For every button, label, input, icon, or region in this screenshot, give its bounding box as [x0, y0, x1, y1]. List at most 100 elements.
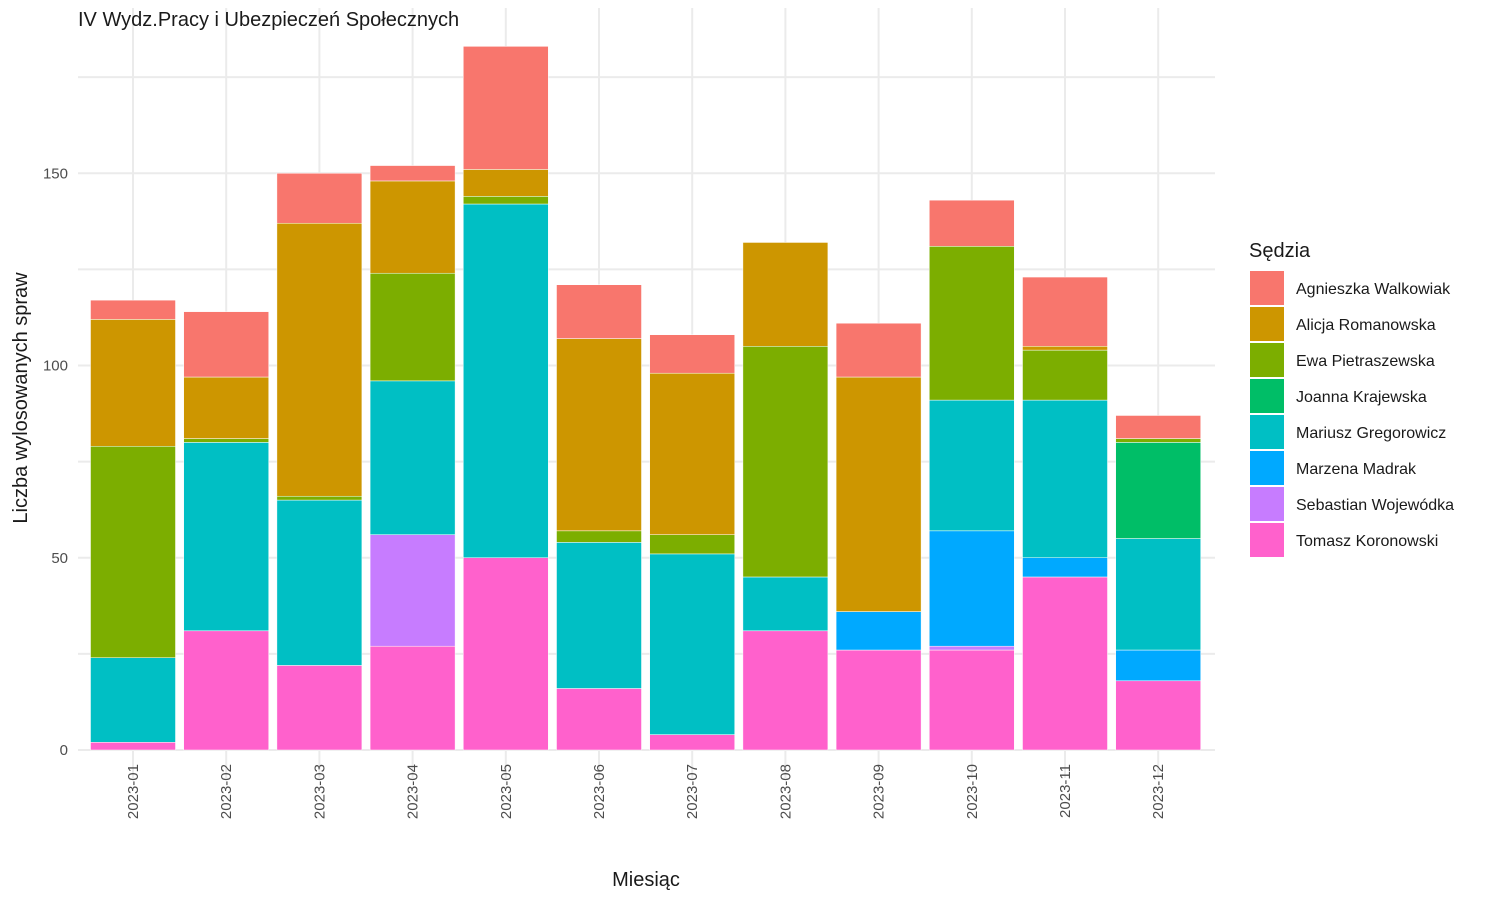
- legend-swatch: [1250, 271, 1284, 305]
- y-tick-label: 150: [43, 165, 68, 182]
- legend-label: Tomasz Koronowski: [1296, 533, 1438, 550]
- bar-segment: [276, 499, 363, 666]
- bar-segment: [276, 495, 363, 501]
- x-axis: 2023-01 2023-02 2023-03 2023-04 2023-05 2023-…: [125, 764, 1167, 819]
- x-tick-label: 2023-04: [405, 764, 422, 819]
- bar-segment: [929, 399, 1015, 532]
- bar-segment: [835, 322, 922, 378]
- legend-swatch: [1250, 451, 1284, 485]
- bar-segment: [183, 630, 269, 751]
- bar-segment: [1022, 346, 1108, 351]
- legend-swatch: [1250, 523, 1284, 557]
- bar-segment: [369, 272, 456, 382]
- legend-label: Alicja Romanowska: [1296, 317, 1436, 334]
- bar-segment: [463, 196, 549, 205]
- bar-segment: [183, 438, 269, 443]
- bar-segment: [649, 553, 735, 735]
- bar-segment: [369, 180, 456, 274]
- bar-segment: [463, 203, 549, 558]
- x-tick-label: 2023-05: [498, 764, 515, 819]
- bars: [90, 46, 1201, 751]
- x-axis-title: Miesiąc: [612, 869, 680, 891]
- bar-segment: [742, 576, 829, 632]
- bar-segment: [649, 334, 735, 374]
- y-tick-label: 50: [51, 550, 68, 567]
- bar-segment: [929, 199, 1015, 247]
- bar-segment: [369, 380, 456, 535]
- x-tick-label: 2023-03: [311, 764, 328, 819]
- bar-segment: [90, 319, 176, 447]
- bar-segment: [835, 649, 922, 751]
- bar-segment: [556, 542, 642, 689]
- bar-segment: [90, 657, 176, 743]
- bar-segment: [649, 734, 735, 751]
- x-tick-label: 2023-01: [125, 764, 142, 819]
- legend-swatch: [1250, 415, 1284, 449]
- legend-label: Agnieszka Walkowiak: [1296, 281, 1451, 298]
- bar-segment: [1115, 415, 1201, 439]
- bar-segment: [1022, 576, 1108, 751]
- bar-segment: [835, 611, 922, 651]
- y-tick-label: 100: [43, 358, 68, 375]
- bar-segment: [183, 311, 269, 378]
- y-axis-title: Liczba wylosowanych spraw: [10, 272, 32, 524]
- bar-segment: [1115, 442, 1201, 539]
- x-tick-label: 2023-07: [684, 764, 701, 819]
- bar-segment: [929, 645, 1015, 651]
- bar-segment: [556, 284, 642, 339]
- bar-segment: [90, 742, 176, 751]
- x-tick-label: 2023-11: [1057, 764, 1074, 818]
- bar-segment: [90, 299, 176, 320]
- bar-segment: [463, 46, 549, 170]
- bar-segment: [463, 169, 549, 197]
- bar-segment: [1115, 649, 1201, 682]
- x-tick-label: 2023-10: [964, 764, 981, 819]
- x-tick-label: 2023-12: [1150, 764, 1167, 819]
- bar-segment: [742, 346, 829, 578]
- x-tick-label: 2023-06: [591, 764, 608, 819]
- bar-segment: [90, 445, 176, 658]
- bar-segment: [1115, 680, 1201, 751]
- bar-segment: [742, 242, 829, 347]
- legend-title: Sędzia: [1249, 240, 1311, 262]
- bar-segment: [1022, 349, 1108, 401]
- bar-segment: [649, 372, 735, 535]
- bar-segment: [649, 534, 735, 555]
- x-tick-label: 2023-02: [218, 764, 235, 819]
- bar-segment: [1022, 276, 1108, 347]
- bar-segment: [369, 645, 456, 751]
- legend: Sędzia Agnieszka Walkowiak Alicja Romanow…: [1249, 240, 1454, 557]
- bar-segment: [1022, 399, 1108, 559]
- bar-segment: [463, 557, 549, 751]
- bar-segment: [556, 530, 642, 543]
- legend-label: Sebastian Wojewódka: [1296, 497, 1454, 514]
- x-tick-label: 2023-09: [871, 764, 888, 819]
- bar-segment: [929, 530, 1015, 647]
- bar-segment: [369, 534, 456, 647]
- x-tick-label: 2023-08: [777, 764, 794, 819]
- bar-segment: [1115, 438, 1201, 443]
- legend-swatch: [1250, 343, 1284, 377]
- bar-segment: [1115, 538, 1201, 651]
- bar-segment: [742, 630, 829, 751]
- bar-segment: [929, 649, 1015, 751]
- bar-segment: [556, 688, 642, 751]
- bar-segment: [276, 222, 363, 497]
- legend-swatch: [1250, 307, 1284, 341]
- bar-segment: [183, 376, 269, 439]
- bar-segment: [183, 442, 269, 632]
- y-tick-label: 0: [60, 742, 68, 759]
- bar-segment: [835, 376, 922, 612]
- legend-swatch: [1250, 487, 1284, 521]
- bar-segment: [276, 665, 363, 751]
- legend-label: Joanna Krajewska: [1296, 389, 1427, 406]
- legend-label: Ewa Pietraszewska: [1296, 353, 1435, 370]
- y-axis: 0 50 100 150: [43, 165, 68, 759]
- bar-segment: [1022, 557, 1108, 578]
- legend-label: Mariusz Gregorowicz: [1296, 425, 1446, 442]
- chart-title: IV Wydz.Pracy i Ubezpieczeń Społecznych: [78, 9, 459, 31]
- bar-segment: [929, 246, 1015, 401]
- legend-swatch: [1250, 379, 1284, 413]
- legend-label: Marzena Madrak: [1296, 461, 1417, 478]
